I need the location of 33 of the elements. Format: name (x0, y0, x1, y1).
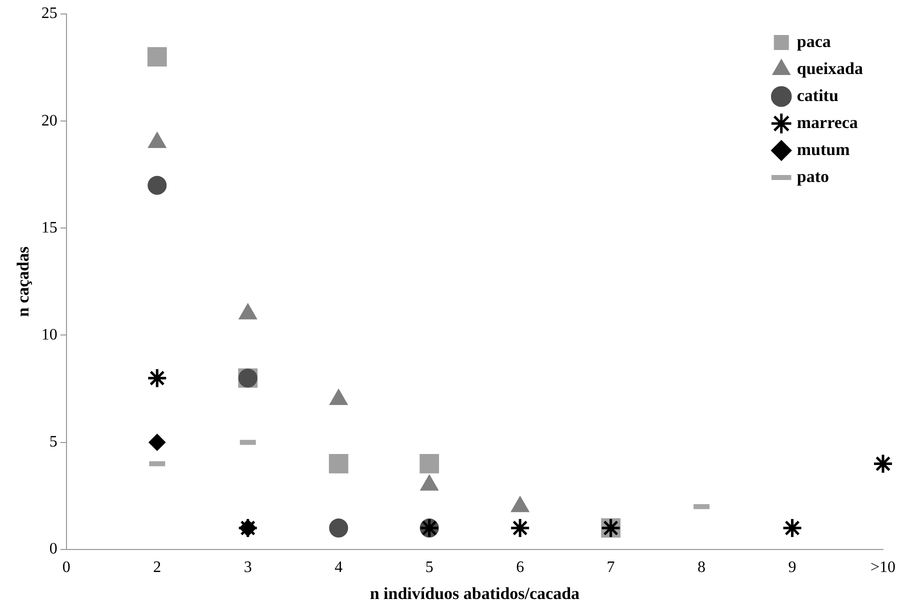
x-tick-label: 5 (425, 559, 434, 576)
legend-label: marreca (796, 112, 858, 132)
legend-label: queixada (796, 58, 864, 78)
point (148, 176, 167, 195)
y-tick-label: 5 (49, 434, 58, 451)
x-tick-label: >10 (870, 559, 896, 576)
y-axis-title: n caçadas (14, 246, 33, 317)
legend-label: mutum (796, 140, 850, 159)
y-tick-label: 20 (41, 112, 58, 130)
point (146, 368, 168, 388)
point (147, 47, 167, 67)
legend-label: paca (796, 32, 832, 51)
x-tick-label: 7 (606, 559, 615, 576)
y-tick-label: 10 (41, 326, 58, 344)
x-tick-label: 3 (244, 559, 252, 576)
y-tick-label: 25 (41, 5, 58, 22)
legend-label: pato (796, 166, 829, 186)
x-tick-label: 0 (62, 559, 70, 576)
x-tick-label: 9 (788, 559, 796, 576)
point (782, 518, 803, 538)
y-tick-label: 0 (49, 540, 58, 558)
x-axis-title: n indivíduos abatidos/cacada (370, 584, 580, 604)
x-tick-label: 8 (698, 559, 706, 576)
x-tick-label: 2 (153, 559, 162, 576)
legend-label: catitu (796, 86, 838, 105)
point (510, 518, 530, 538)
y-tick-label: 15 (41, 219, 58, 236)
point (872, 453, 894, 474)
point (329, 518, 348, 538)
point (420, 454, 440, 474)
x-tick-label: 4 (334, 559, 343, 576)
x-tick-label: 6 (516, 559, 524, 576)
point (328, 454, 348, 474)
